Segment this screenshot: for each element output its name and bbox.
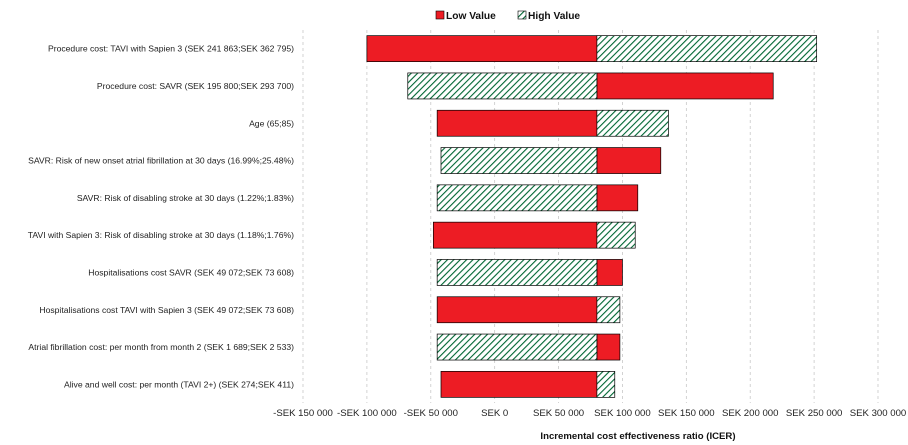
legend-label-low-value: Low Value [446, 11, 496, 22]
category-label-4: SAVR: Risk of disabling stroke at 30 day… [77, 193, 294, 203]
x-axis-title: Incremental cost effectiveness ratio (IC… [540, 431, 735, 442]
x-tick-label-1: -SEK 100 000 [337, 408, 397, 419]
category-label-8: Atrial fibrillation cost: per month from… [28, 342, 294, 352]
bar-high-9 [596, 371, 616, 398]
category-label-3: SAVR: Risk of new onset atrial fibrillat… [28, 156, 294, 166]
bar-low-9 [440, 371, 598, 398]
category-label-1: Procedure cost: SAVR (SEK 195 800;SEK 29… [97, 81, 294, 91]
bar-high-6 [436, 259, 598, 286]
bar-low-3 [596, 147, 662, 174]
bar-low-0 [366, 35, 598, 63]
bar-high-7 [596, 296, 621, 324]
x-tick-label-3: SEK 0 [481, 408, 508, 419]
bar-high-4 [436, 184, 598, 212]
bar-low-8 [596, 333, 621, 361]
category-label-0: Procedure cost: TAVI with Sapien 3 (SEK … [48, 44, 294, 54]
legend-swatch-high-value [517, 10, 527, 20]
bar-low-4 [596, 184, 639, 212]
bar-high-2 [596, 109, 669, 137]
x-tick-label-0: -SEK 150 000 [273, 408, 333, 419]
category-label-9: Alive and well cost: per month (TAVI 2+)… [64, 379, 294, 389]
legend: Low Value High Value [435, 10, 580, 22]
x-tick-label-5: SEK 100 000 [594, 408, 651, 419]
legend-label-high-value: High Value [528, 11, 580, 22]
x-axis-tick-labels: -SEK 150 000 -SEK 100 000 -SEK 50 000 SEK 0… [273, 408, 906, 419]
x-tick-label-6: SEK 150 000 [658, 408, 715, 419]
x-tick-label-7: SEK 200 000 [722, 408, 779, 419]
bar-low-6 [596, 259, 623, 286]
bars [366, 35, 818, 398]
category-label-7: Hospitalisations cost TAVI with Sapien 3… [39, 305, 294, 315]
bar-high-1 [407, 72, 598, 100]
bar-low-5 [432, 221, 598, 249]
legend-swatch-low-value [435, 10, 445, 20]
bar-low-2 [436, 109, 598, 137]
bar-high-0 [596, 35, 818, 63]
x-tick-label-2: -SEK 50 000 [404, 408, 458, 419]
bar-low-1 [596, 72, 774, 100]
category-label-5: TAVI with Sapien 3: Risk of disabling st… [28, 230, 294, 240]
bar-high-3 [440, 147, 598, 174]
x-tick-label-9: SEK 300 000 [850, 408, 907, 419]
bar-low-7 [436, 296, 598, 324]
category-label-2: Age (65;85) [249, 118, 294, 128]
x-tick-label-4: SEK 50 000 [533, 408, 584, 419]
category-label-6: Hospitalisations cost SAVR (SEK 49 072;S… [88, 267, 294, 277]
bar-high-8 [436, 333, 598, 361]
bar-high-5 [596, 221, 636, 249]
category-labels: Procedure cost: TAVI with Sapien 3 (SEK … [28, 44, 294, 390]
x-tick-label-8: SEK 250 000 [786, 408, 843, 419]
